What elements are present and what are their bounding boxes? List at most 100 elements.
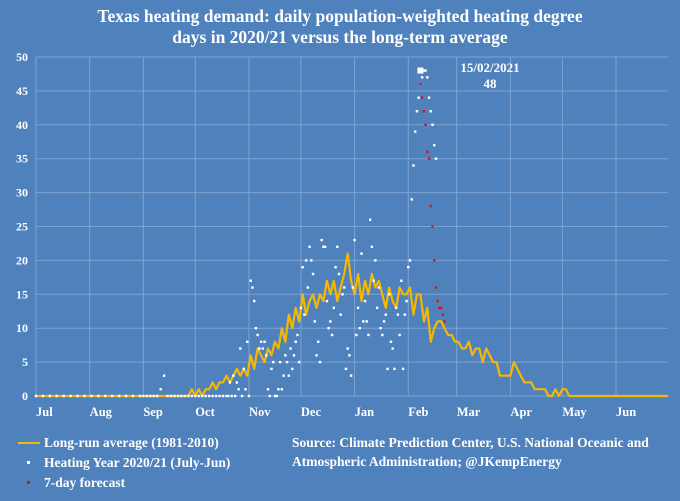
heating-year-point	[145, 394, 149, 398]
heating-year-point	[258, 347, 261, 350]
heating-year-point	[291, 367, 294, 371]
heating-year-point	[266, 388, 270, 391]
heating-year-point	[355, 333, 358, 337]
heating-year-point	[363, 299, 367, 303]
heating-year-point	[277, 388, 280, 391]
y-tick-label: 45	[16, 84, 28, 98]
heating-year-point	[356, 306, 360, 310]
heating-year-point	[410, 198, 413, 201]
heating-year-point	[169, 394, 173, 398]
heating-year-point	[391, 347, 394, 350]
heating-year-point	[339, 313, 342, 316]
heating-year-point	[83, 394, 86, 398]
peak-annotation: 15/02/2021 48	[440, 60, 540, 92]
heating-year-point	[225, 394, 228, 398]
heating-year-point	[389, 340, 393, 343]
heating-year-point	[394, 306, 398, 310]
x-tick-label: Oct	[195, 405, 215, 419]
heating-year-point	[332, 306, 336, 310]
forecast-point	[429, 204, 432, 208]
heating-year-point	[152, 394, 155, 398]
heating-year-point	[48, 394, 52, 398]
heating-year-point	[273, 394, 277, 398]
heating-year-point	[204, 394, 207, 398]
heating-year-point	[433, 143, 436, 147]
y-tick-label: 10	[16, 321, 28, 335]
heating-year-point	[360, 252, 363, 255]
heating-year-point	[346, 347, 349, 350]
heating-year-point	[232, 374, 235, 377]
heating-year-point	[412, 164, 415, 167]
heating-year-point	[104, 394, 107, 398]
heating-year-point	[272, 360, 275, 364]
heating-year-point	[124, 394, 128, 398]
y-tick-label: 30	[16, 186, 28, 200]
forecast-point	[434, 286, 438, 289]
heating-year-point	[336, 245, 339, 249]
x-tick-label: May	[562, 405, 587, 419]
heating-year-point	[162, 374, 166, 377]
forecast-point	[426, 150, 429, 154]
heating-year-point	[221, 394, 225, 398]
legend-red-dot-swatch	[18, 481, 40, 484]
heating-year-point	[403, 313, 407, 316]
heating-year-point	[426, 76, 429, 79]
heating-year-point	[341, 293, 344, 296]
heating-year-point	[240, 394, 244, 398]
forecast-point	[422, 110, 426, 113]
heating-year-point	[211, 394, 214, 398]
heating-year-point	[247, 394, 251, 398]
heating-year-point	[263, 340, 266, 343]
chart-title: Texas heating demand: daily population-w…	[0, 6, 680, 48]
forecast-point	[420, 96, 424, 99]
heating-year-point	[344, 367, 348, 371]
heating-year-point	[252, 299, 256, 303]
heating-year-point	[197, 394, 200, 398]
chart-title-line-2: days in 2020/21 versus the long-term ave…	[172, 27, 508, 47]
heating-year-point	[159, 388, 162, 391]
heating-year-point	[311, 272, 315, 276]
heating-year-point	[259, 340, 263, 343]
heating-year-point	[318, 360, 322, 364]
heating-year-point	[117, 394, 121, 398]
legend-item-average: Long-run average (1981-2010)	[18, 433, 230, 453]
heating-year-point	[407, 265, 410, 269]
heating-year-point	[207, 394, 211, 398]
heating-year-point	[377, 286, 381, 289]
heating-year-point	[382, 320, 386, 323]
heating-year-point	[299, 306, 303, 310]
heating-year-point	[235, 381, 239, 384]
heating-year-point	[183, 394, 187, 398]
legend: Long-run average (1981-2010) Heating Yea…	[18, 433, 230, 493]
heating-year-point	[429, 110, 432, 113]
heating-year-point	[417, 96, 420, 99]
x-tick-label: Feb	[408, 405, 428, 419]
heating-year-point	[375, 306, 379, 310]
legend-item-heating-year: Heating Year 2020/21 (July-Jun)	[18, 453, 230, 473]
heating-year-point	[315, 354, 318, 357]
heating-year-point	[310, 259, 313, 262]
series-line-average	[36, 252, 668, 398]
heating-year-point	[405, 299, 408, 303]
heating-year-point	[173, 394, 176, 398]
heating-year-point	[278, 360, 282, 364]
heating-year-point	[343, 286, 346, 289]
peak-annotation-value: 48	[483, 76, 497, 91]
y-tick-label: 35	[16, 152, 28, 166]
heating-year-point	[431, 123, 434, 126]
heating-year-point	[62, 394, 65, 398]
heating-year-point	[297, 360, 301, 364]
heating-year-point	[239, 347, 242, 350]
heating-year-point	[226, 394, 230, 398]
forecast-point	[427, 157, 431, 160]
chart-title-line-1: Texas heating demand: daily population-w…	[97, 6, 583, 26]
heating-year-point	[434, 157, 438, 160]
heating-year-point	[156, 394, 159, 398]
heating-year-point	[327, 327, 330, 330]
heating-year-point	[401, 367, 405, 371]
y-tick-label: 50	[16, 50, 28, 64]
heating-year-point	[242, 367, 245, 371]
heating-year-point	[149, 394, 152, 398]
